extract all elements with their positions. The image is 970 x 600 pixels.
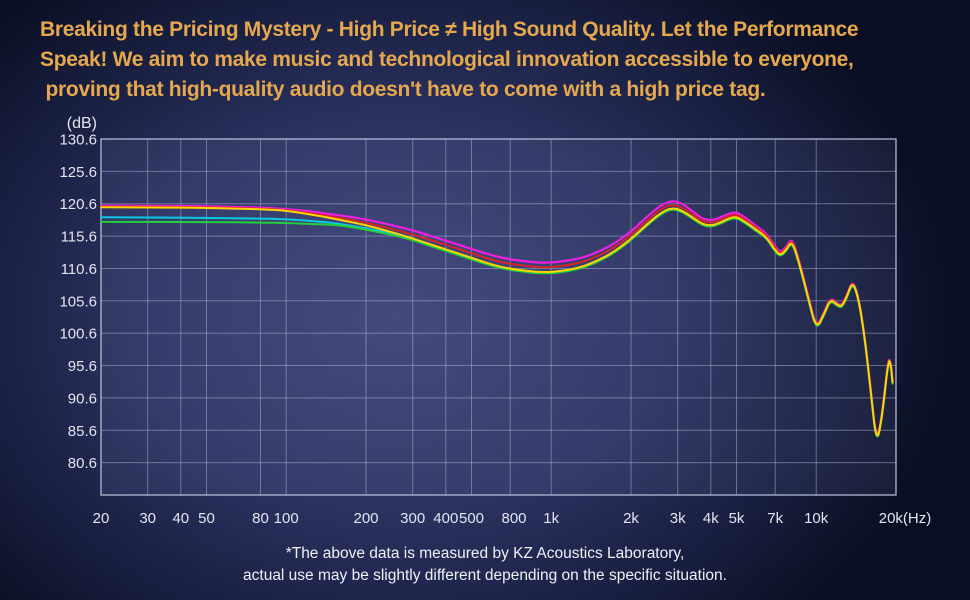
headline: Breaking the Pricing Mystery - High Pric… (40, 15, 950, 105)
x-tick-label: 10k (804, 510, 829, 527)
y-tick-label: 90.6 (68, 390, 97, 407)
x-tick-label: 20 (93, 510, 110, 527)
y-tick-label: 100.6 (59, 326, 97, 343)
x-tick-label: 800 (501, 510, 526, 527)
y-axis-unit-label: (dB) (67, 115, 97, 132)
x-tick-label: 20k(Hz) (879, 510, 932, 527)
x-tick-label: 50 (198, 510, 215, 527)
headline-line-1: Breaking the Pricing Mystery - High Pric… (40, 18, 859, 41)
x-tick-label: 500 (459, 510, 484, 527)
x-tick-label: 3k (670, 510, 686, 527)
y-tick-label: 125.6 (59, 164, 97, 181)
x-tick-label: 2k (623, 510, 639, 527)
x-tick-label: 1k (543, 510, 559, 527)
headline-line-3: proving that high-quality audio doesn't … (40, 78, 766, 101)
plot-area (101, 139, 896, 495)
footnote-line-2: actual use may be slightly different dep… (243, 567, 727, 584)
y-tick-label: 95.6 (68, 358, 97, 375)
x-tick-label: 400 (433, 510, 458, 527)
y-tick-label: 115.6 (61, 229, 97, 246)
headline-line-2: Speak! We aim to make music and technolo… (40, 48, 854, 71)
footnote-line-1: *The above data is measured by KZ Acoust… (285, 545, 685, 562)
x-tick-label: 7k (767, 510, 783, 527)
y-tick-label: 85.6 (68, 423, 97, 440)
x-tick-label: 300 (400, 510, 425, 527)
x-tick-label: 80 (252, 510, 269, 527)
x-tick-label: 100 (274, 510, 299, 527)
x-tick-label: 40 (172, 510, 189, 527)
x-tick-label: 30 (139, 510, 156, 527)
x-tick-label: 4k (703, 510, 719, 527)
y-tick-label: 130.6 (59, 132, 97, 149)
y-tick-label: 110.6 (61, 261, 97, 278)
x-tick-label: 200 (353, 510, 378, 527)
y-tick-label: 120.6 (59, 196, 97, 213)
grid-border (100, 138, 897, 496)
x-tick-label: 5k (729, 510, 745, 527)
series-yellow (100, 206, 894, 437)
y-tick-label: 80.6 (68, 455, 97, 472)
footnote: *The above data is measured by KZ Acoust… (0, 543, 970, 587)
y-tick-label: 105.6 (59, 293, 97, 310)
